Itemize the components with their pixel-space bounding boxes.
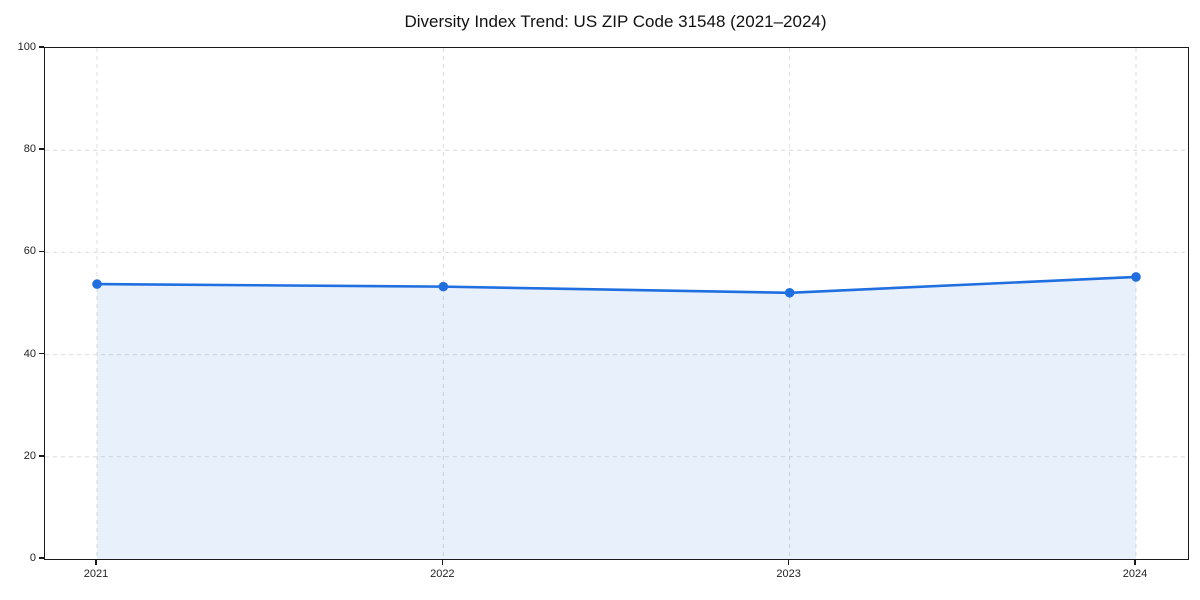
y-tick-mark bbox=[39, 46, 44, 48]
x-tick-mark bbox=[441, 559, 444, 565]
x-tick-mark bbox=[787, 559, 790, 565]
y-tick-mark bbox=[39, 455, 44, 457]
area-fill bbox=[97, 276, 1136, 559]
x-tick-label: 2021 bbox=[83, 568, 109, 580]
chart-title: Diversity Index Trend: US ZIP Code 31548… bbox=[404, 12, 827, 31]
y-tick-label: 20 bbox=[23, 449, 36, 462]
data-point-marker bbox=[92, 279, 102, 289]
x-tick-mark bbox=[1134, 559, 1136, 565]
plot-canvas bbox=[45, 48, 1188, 559]
y-tick-mark bbox=[39, 250, 44, 253]
data-point-marker bbox=[1131, 272, 1141, 282]
data-point-marker bbox=[784, 287, 795, 298]
y-tick-label: 40 bbox=[23, 347, 36, 360]
y-tick-label: 60 bbox=[23, 245, 36, 258]
x-tick-mark bbox=[95, 559, 97, 565]
y-tick-mark bbox=[39, 557, 44, 559]
x-tick-label: 2022 bbox=[430, 568, 455, 580]
y-tick-mark bbox=[39, 148, 44, 150]
x-tick-label: 2024 bbox=[1122, 568, 1148, 580]
y-tick-mark bbox=[39, 352, 44, 355]
data-point-marker bbox=[438, 281, 449, 292]
y-tick-label: 0 bbox=[29, 552, 36, 564]
y-tick-label: 80 bbox=[23, 143, 36, 156]
plot-area bbox=[44, 47, 1189, 560]
x-tick-label: 2023 bbox=[776, 568, 801, 580]
y-tick-label: 100 bbox=[17, 41, 36, 53]
trend-line bbox=[95, 275, 1138, 295]
